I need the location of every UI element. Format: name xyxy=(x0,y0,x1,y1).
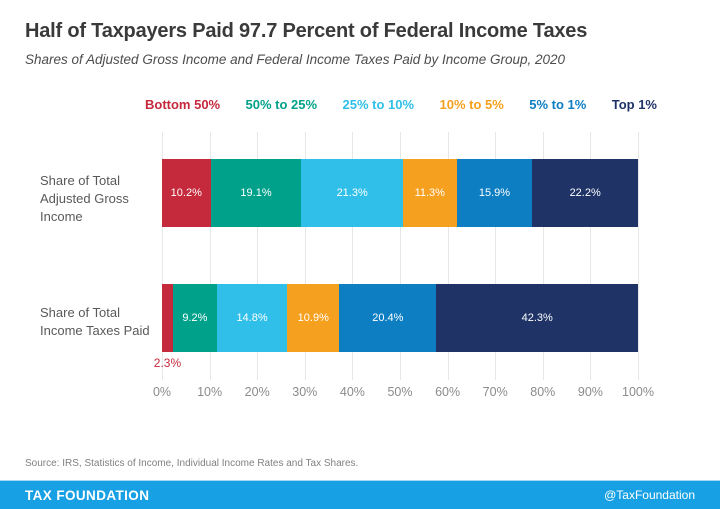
x-axis: 0% 10% 20% 30% 40% 50% 60% 70% 80% 90% 100% xyxy=(153,385,654,401)
gridline-60pct xyxy=(447,132,449,380)
segment-value-label: 10.2% xyxy=(170,187,202,199)
segment-value-label: 20.4% xyxy=(372,312,404,324)
chart-title: Half of Taxpayers Paid 97.7 Percent of F… xyxy=(25,20,588,42)
x-axis-tick-0pct: 0% xyxy=(152,385,172,399)
source-note: Source: IRS, Statistics of Income, Indiv… xyxy=(25,458,359,469)
x-axis-tick-90pct: 90% xyxy=(577,385,603,399)
bar-segment-50-to-25-: 9.2% xyxy=(172,284,217,352)
chart-subtitle: Shares of Adjusted Gross Income and Fede… xyxy=(25,52,566,67)
segment-value-label: 15.9% xyxy=(478,187,511,199)
segment-value-label: 19.1% xyxy=(240,187,272,199)
segment-value-label: 14.8% xyxy=(236,312,268,324)
row-label-adjusted-gross-income: Share of Total Adjusted Gross Income xyxy=(40,173,129,225)
plot-area: 10.2% 19.1% 21.3% 11.3% 15.9% 22.2% 2.3% 9.2% 14… xyxy=(154,132,639,380)
bar-segment-25-to-10-: 21.3% xyxy=(301,159,403,227)
segment-value-label: 42.3% xyxy=(521,312,553,324)
x-axis-tick-20pct: 20% xyxy=(244,385,270,399)
legend-item-bottom-50-: Bottom 50% xyxy=(145,97,221,112)
brand-name: TAX FOUNDATION xyxy=(25,487,150,503)
bar-segment-5-to-1-: 15.9% xyxy=(456,159,533,227)
x-axis-tick-30pct: 30% xyxy=(292,385,318,399)
x-axis-tick-40pct: 40% xyxy=(339,385,365,399)
gridline-0pct xyxy=(162,132,163,380)
legend-item-50-to-25-: 50% to 25% xyxy=(245,97,318,112)
twitter-handle[interactable]: @TaxFoundation xyxy=(604,488,695,502)
gridline-80pct xyxy=(542,132,544,380)
bar-segment-top-1-: 22.2% xyxy=(532,159,638,227)
x-axis-tick-50pct: 50% xyxy=(387,385,413,399)
gridline-10pct xyxy=(209,132,211,380)
x-axis-tick-70pct: 70% xyxy=(482,385,508,399)
bar-segment-bottom-50-: 10.2% xyxy=(162,159,211,227)
row-label-income-taxes-paid: Share of Total Income Taxes Paid xyxy=(40,305,150,339)
x-axis-tick-10pct: 10% xyxy=(197,385,223,399)
stacked-bar-row-1: 10.2% 19.1% 21.3% 11.3% 15.9% 22.2% xyxy=(162,159,638,227)
gridline-50pct xyxy=(400,132,401,380)
bar-segment-top-1-: 42.3% xyxy=(436,284,638,352)
segment-value-label: 9.2% xyxy=(182,312,208,324)
bar-segment-5-to-1-: 20.4% xyxy=(339,284,437,352)
bar-segment-bottom-50-: 2.3% xyxy=(154,284,181,370)
legend-item-10-to-5-: 10% to 5% xyxy=(439,97,504,112)
gridline-20pct xyxy=(257,132,259,380)
gridline-30pct xyxy=(304,132,306,380)
gridline-40pct xyxy=(352,132,354,380)
x-axis-tick-60pct: 60% xyxy=(435,385,461,399)
legend-item-5-to-1-: 5% to 1% xyxy=(529,97,587,112)
legend: Bottom 50% 50% to 25% 25% to 10% 10% to 5% 5… xyxy=(145,97,657,112)
segment-value-label: 10.9% xyxy=(297,312,329,324)
legend-item-25-to-10-: 25% to 10% xyxy=(342,97,415,112)
segment-value-label: 2.3% xyxy=(153,356,182,370)
bar-segment-10-to-5-: 10.9% xyxy=(287,284,340,352)
footer-bar: TAX FOUNDATION @TaxFoundation xyxy=(0,480,720,509)
bar-segment-50-to-25-: 19.1% xyxy=(210,159,302,227)
gridline-100pct xyxy=(638,132,639,380)
stacked-bar-row-2: 2.3% 9.2% 14.8% 10.9% 20.4% 42.3% xyxy=(154,284,638,370)
bar-segment-25-to-10-: 14.8% xyxy=(216,284,288,352)
segment-value-label: 11.3% xyxy=(414,187,445,199)
x-axis-tick-100pct: 100% xyxy=(622,385,654,399)
legend-item-top-1-: Top 1% xyxy=(611,97,657,112)
gridline-90pct xyxy=(590,132,592,380)
x-axis-tick-80pct: 80% xyxy=(530,385,556,399)
bar-segment-10-to-5-: 11.3% xyxy=(402,159,457,227)
gridline-70pct xyxy=(495,132,497,380)
segment-value-label: 22.2% xyxy=(569,187,601,199)
segment-value-label: 21.3% xyxy=(336,187,368,199)
